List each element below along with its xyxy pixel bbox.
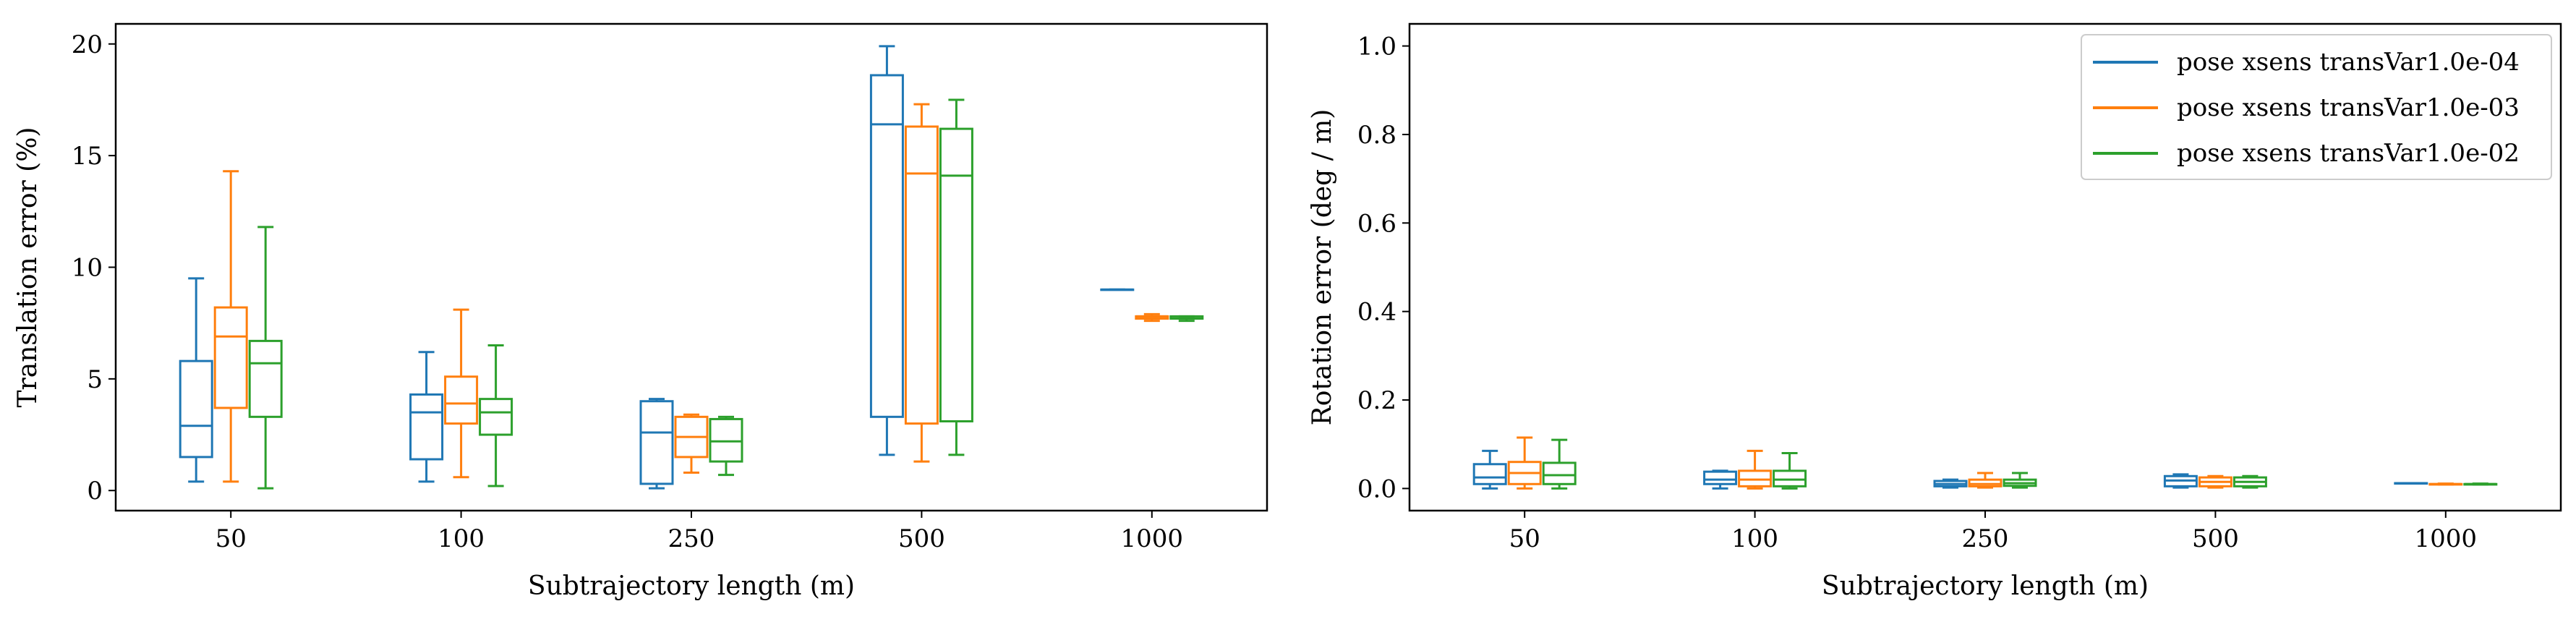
box-1-500 (869, 45, 904, 456)
x-tick-label: 100 (1731, 524, 1778, 553)
legend-entry: pose xsens transVar1.0e-04 (2177, 48, 2520, 77)
box-3-1000 (1169, 315, 1204, 323)
box-iqr (939, 127, 973, 423)
y-tick-label: 0.2 (1357, 386, 1396, 415)
x-tick-label: 100 (438, 524, 485, 553)
x-tick-label: 50 (216, 524, 247, 553)
chart-panel-1: 50 100 250 500 1000 0 5 10 15 20 Subtrajectory len… (13, 22, 1268, 601)
x-tick-label: 50 (1509, 524, 1540, 553)
box-iqr (709, 417, 743, 463)
box-iqr (409, 393, 444, 461)
box-iqr (1773, 469, 1807, 487)
x-axis-label: Subtrajectory length (m) (1822, 571, 2149, 601)
box-3-1000 (2463, 482, 2498, 486)
box-1-500 (2163, 473, 2198, 489)
y-tick-label: 0 (87, 477, 103, 506)
x-tick-label: 250 (668, 524, 715, 553)
x-tick-label: 1000 (2415, 524, 2478, 553)
box-2-50 (213, 170, 248, 483)
box-iqr (479, 398, 513, 436)
box-1-1000 (2394, 482, 2428, 485)
box-2-100 (1738, 449, 1773, 490)
legend-entry: pose xsens transVar1.0e-03 (2177, 93, 2520, 122)
box-2-500 (904, 103, 939, 463)
y-axis-label: Translation error (%) (13, 127, 43, 408)
box-1-250 (639, 398, 674, 490)
y-tick-label: 0.6 (1357, 209, 1396, 238)
box-iqr (248, 339, 283, 418)
legend: pose xsens transVar1.0e-04 pose xsens tra… (2081, 34, 2552, 180)
box-3-100 (479, 344, 513, 487)
y-tick-label: 0.4 (1357, 298, 1396, 327)
box-iqr (1968, 478, 2003, 487)
box-iqr (639, 400, 674, 485)
box-iqr (179, 359, 213, 459)
y-tick-label: 0.8 (1357, 121, 1396, 150)
box-3-250 (2003, 472, 2037, 489)
box-1-50 (1472, 449, 1507, 490)
y-tick-label: 10 (72, 254, 103, 283)
x-axis-label: Subtrajectory length (m) (528, 571, 855, 601)
box-2-250 (1968, 472, 2003, 489)
box-3-100 (1773, 451, 1807, 490)
box-1-50 (179, 277, 213, 483)
box-iqr (213, 306, 248, 409)
legend-box (2081, 34, 2552, 180)
box-2-50 (1507, 436, 1542, 490)
box-iqr (1472, 463, 1507, 485)
box-2-100 (444, 308, 479, 479)
box-2-500 (2198, 474, 2232, 489)
box-iqr (444, 375, 479, 425)
y-tick-label: 15 (72, 142, 103, 171)
box-1-100 (1703, 469, 1738, 490)
box-2-250 (674, 413, 709, 474)
legend-entry: pose xsens transVar1.0e-02 (2177, 139, 2520, 168)
x-tick-label: 500 (2192, 524, 2239, 553)
box-2-1000 (1135, 312, 1169, 323)
x-tick-label: 500 (898, 524, 945, 553)
box-3-50 (248, 226, 283, 490)
box-1-250 (1933, 478, 1968, 489)
box-3-500 (939, 98, 973, 456)
x-tick-label: 1000 (1121, 524, 1184, 553)
box-2-1000 (2428, 482, 2463, 486)
y-tick-label: 0.0 (1357, 474, 1396, 503)
box-iqr (904, 125, 939, 425)
chart-panel-2: 50 100 250 500 1000 0.0 0.2 0.4 0.6 0.8 1.0 Subtraj… (1308, 22, 2562, 601)
box-3-500 (2232, 474, 2267, 489)
y-tick-label: 20 (72, 30, 103, 59)
box-iqr (1703, 470, 1738, 485)
box-iqr (869, 74, 904, 418)
box-iqr (1542, 461, 1577, 485)
y-tick-label: 1.0 (1357, 33, 1396, 61)
box-3-250 (709, 415, 743, 477)
y-axis-label: Rotation error (deg / m) (1308, 109, 1337, 426)
box-iqr (1738, 469, 1773, 487)
y-tick-label: 5 (87, 365, 103, 394)
box-1-1000 (1100, 288, 1135, 291)
box-1-100 (409, 351, 444, 483)
x-tick-label: 250 (1962, 524, 2009, 553)
box-3-50 (1542, 438, 1577, 490)
